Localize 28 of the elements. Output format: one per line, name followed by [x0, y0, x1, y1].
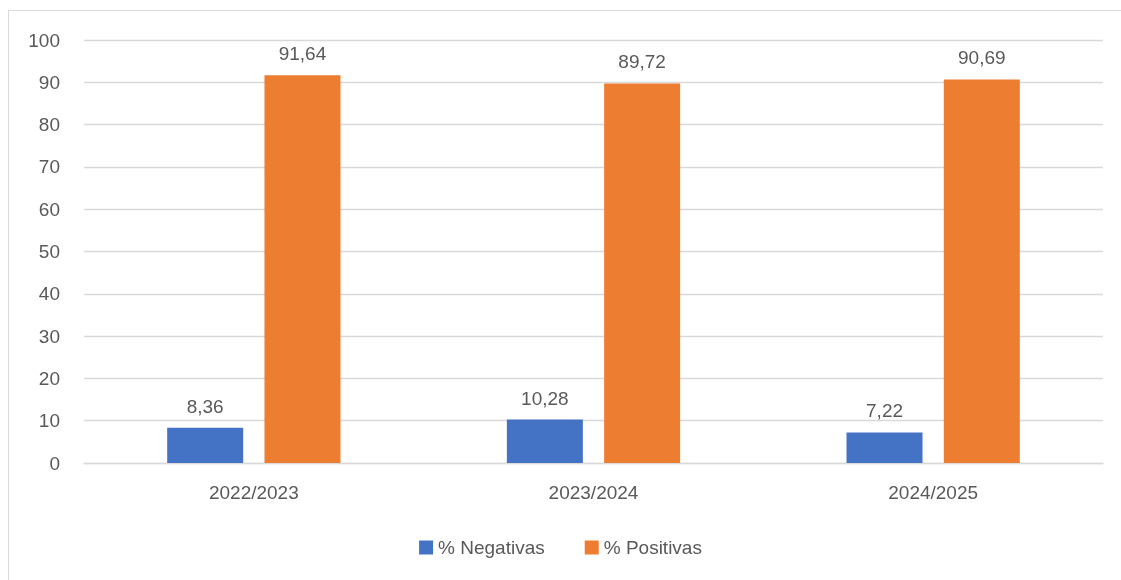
data-label: 90,69 — [958, 47, 1006, 69]
data-label: 7,22 — [866, 400, 904, 422]
y-tick-label: 80 — [38, 114, 60, 136]
y-tick-label: 90 — [38, 71, 60, 93]
bar — [264, 75, 341, 463]
bar — [846, 432, 923, 463]
y-tick-label: 0 — [49, 452, 60, 474]
y-tick-label: 10 — [38, 410, 60, 432]
y-tick-label: 40 — [38, 283, 60, 305]
bar — [943, 79, 1020, 463]
y-tick-label: 50 — [38, 241, 60, 262]
x-tick-label: 2022/2023 — [208, 482, 299, 503]
y-tick-label: 20 — [38, 367, 60, 389]
bar — [506, 419, 583, 463]
bar — [167, 427, 244, 463]
legend-label: % Negativas — [438, 537, 545, 558]
legend-label: % Positivas — [603, 537, 702, 558]
data-label: 91,64 — [278, 43, 327, 65]
y-tick-label: 70 — [38, 156, 60, 178]
y-tick-label: 30 — [38, 325, 60, 347]
x-tick-label: 2023/2024 — [548, 482, 639, 503]
bar — [604, 83, 681, 463]
data-label: 10,28 — [521, 387, 569, 409]
data-label: 89,72 — [618, 51, 666, 73]
y-tick-label: 100 — [28, 29, 60, 51]
x-tick-label: 2024/2025 — [888, 482, 979, 503]
data-label: 8,36 — [186, 395, 224, 417]
y-tick-label: 60 — [38, 198, 60, 220]
